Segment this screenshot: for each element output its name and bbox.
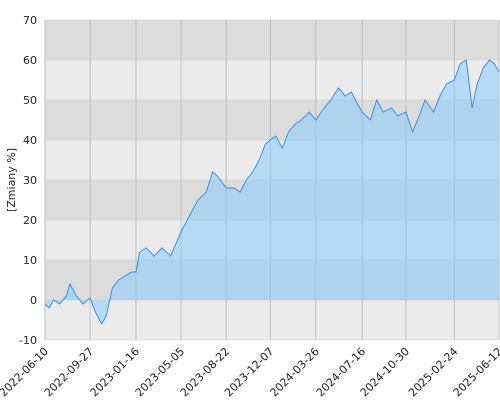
area [45, 60, 499, 324]
y-tick-label: 40 [23, 134, 37, 147]
band [45, 20, 499, 60]
y-tick-label: 0 [30, 294, 37, 307]
line [44, 59, 500, 326]
y-tick-label: 50 [23, 94, 37, 107]
y-tick-label: 20 [23, 214, 37, 227]
band [45, 300, 499, 340]
y-axis-label: [Zmiany %] [5, 148, 18, 212]
y-tick-label: 10 [23, 254, 37, 267]
y-tick-label: 70 [23, 14, 37, 27]
y-tick-label: 30 [23, 174, 37, 187]
y-tick-label: -10 [19, 334, 37, 347]
band [45, 60, 499, 100]
y-tick-label: 60 [23, 54, 37, 67]
